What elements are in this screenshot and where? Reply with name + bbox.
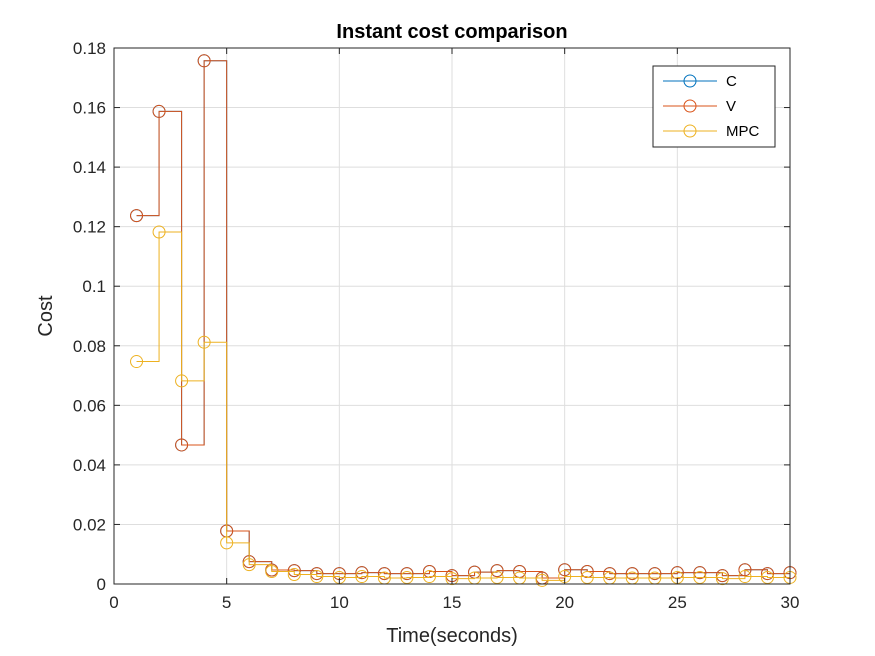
y-axis-label: Cost xyxy=(35,295,57,337)
data-point xyxy=(310,570,324,584)
x-tick-label: 5 xyxy=(222,593,231,612)
data-point xyxy=(445,572,459,586)
data-point xyxy=(197,54,211,68)
data-point xyxy=(738,570,752,584)
data-point xyxy=(738,563,752,577)
data-point xyxy=(400,567,414,581)
legend-entry-label: V xyxy=(726,98,736,115)
series-mpc xyxy=(130,225,797,587)
data-point xyxy=(175,374,189,388)
data-point xyxy=(130,355,144,369)
data-point xyxy=(580,570,594,584)
data-point xyxy=(715,572,729,586)
x-tick-label: 0 xyxy=(109,593,118,612)
y-tick-label: 0.12 xyxy=(73,218,106,237)
y-tick-label: 0.04 xyxy=(73,456,106,475)
y-tick-label: 0.16 xyxy=(73,99,106,118)
data-point xyxy=(603,567,617,581)
data-point xyxy=(152,104,166,118)
data-point xyxy=(175,438,189,452)
data-point xyxy=(760,570,774,584)
data-point xyxy=(152,225,166,239)
y-tick-label: 0.1 xyxy=(82,277,106,296)
x-tick-label: 10 xyxy=(330,593,349,612)
data-point xyxy=(490,564,504,578)
x-axis-label: Time(seconds) xyxy=(386,625,518,647)
legend-entry-label: MPC xyxy=(726,123,760,140)
plot-series xyxy=(130,54,797,587)
data-point xyxy=(220,536,234,550)
data-point xyxy=(422,570,436,584)
data-point xyxy=(648,567,662,581)
data-point xyxy=(310,567,324,581)
data-point xyxy=(490,570,504,584)
data-point xyxy=(130,209,144,223)
data-point xyxy=(693,566,707,580)
data-point xyxy=(760,567,774,581)
y-tick-label: 0.02 xyxy=(73,515,106,534)
legend: CV MPC xyxy=(652,65,776,148)
data-point xyxy=(535,573,549,587)
legend-swatch-marker xyxy=(683,124,697,138)
data-point xyxy=(287,567,301,581)
x-tick-label: 20 xyxy=(555,593,574,612)
series-line-mpc xyxy=(136,231,790,581)
data-point xyxy=(715,569,729,583)
x-tick-label: 25 xyxy=(668,593,687,612)
data-point xyxy=(400,570,414,584)
data-point xyxy=(558,563,572,577)
axis-ticks: 0 5 10 15 20 25 30 0 0.02 0.04 0.06 0.08 0.1 0.12 0.14… xyxy=(73,39,800,612)
chart-title: Instant cost comparison xyxy=(336,21,567,43)
data-point xyxy=(242,558,256,572)
data-point xyxy=(693,570,707,584)
y-tick-label: 0.18 xyxy=(73,39,106,58)
data-point xyxy=(377,567,391,581)
legend-swatch-marker xyxy=(683,74,697,88)
y-tick-label: 0.06 xyxy=(73,396,106,415)
data-point xyxy=(287,564,301,578)
y-tick-label: 0.14 xyxy=(73,158,106,177)
y-tick-label: 0.08 xyxy=(73,337,106,356)
x-tick-label: 30 xyxy=(781,593,800,612)
x-tick-label: 15 xyxy=(443,593,462,612)
legend-swatch-marker xyxy=(683,99,697,113)
data-point xyxy=(355,566,369,580)
data-point xyxy=(265,564,279,578)
y-tick-label: 0 xyxy=(97,575,106,594)
data-point xyxy=(197,335,211,349)
legend-entry-label: C xyxy=(726,73,737,90)
data-point xyxy=(625,567,639,581)
data-point xyxy=(355,570,369,584)
